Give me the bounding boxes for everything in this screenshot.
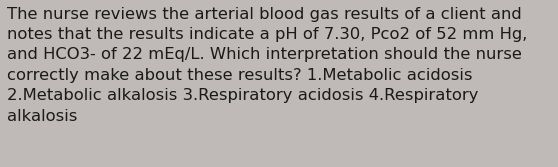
Text: The nurse reviews the arterial blood gas results of a client and
notes that the : The nurse reviews the arterial blood gas… <box>7 7 527 124</box>
